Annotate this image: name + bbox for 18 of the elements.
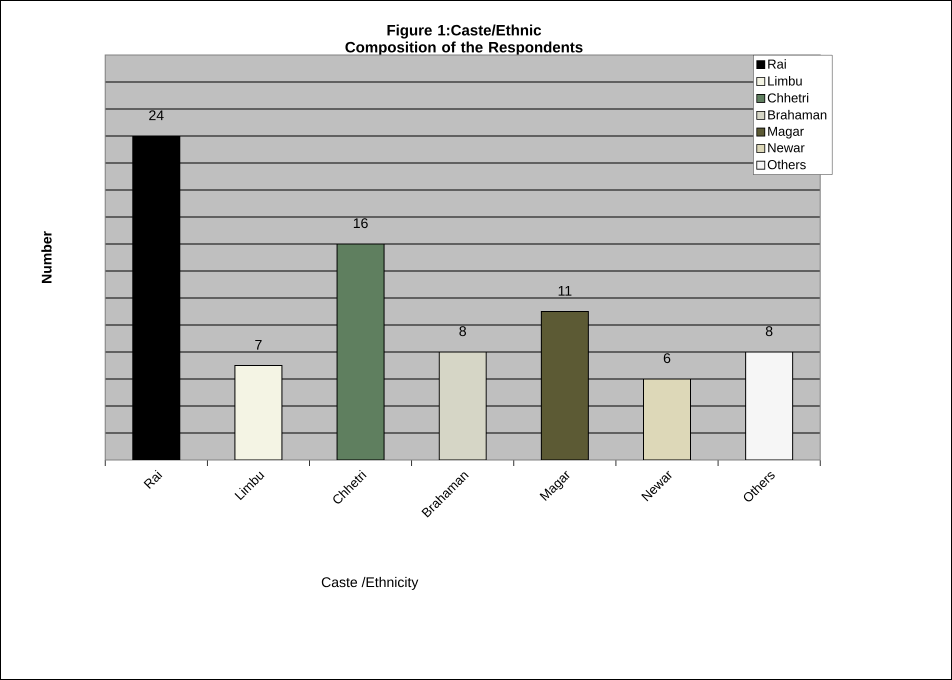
data-label: 24 <box>149 110 164 120</box>
legend-label: Limbu <box>768 76 802 86</box>
y-axis-title: Number <box>41 231 52 283</box>
chart-title: Figure 1:Caste/Ethnic Composition of the Respondents <box>345 24 583 56</box>
data-label: 11 <box>558 286 572 296</box>
legend-label: Brahaman <box>768 110 826 120</box>
data-label: 7 <box>255 340 262 350</box>
legend-label: Magar <box>768 126 804 138</box>
legend-label: Newar <box>768 143 805 152</box>
data-label: 8 <box>766 326 772 336</box>
x-axis-title: Caste /Ethnicity <box>322 576 418 590</box>
data-label: 8 <box>459 326 466 336</box>
x-tick-label: Rai <box>144 470 162 489</box>
legend-label: Others <box>768 160 806 170</box>
legend-label: Rai <box>768 59 786 69</box>
data-label: 16 <box>354 218 368 228</box>
legend-label: Chhetri <box>768 92 808 103</box>
data-label: 6 <box>664 353 670 364</box>
